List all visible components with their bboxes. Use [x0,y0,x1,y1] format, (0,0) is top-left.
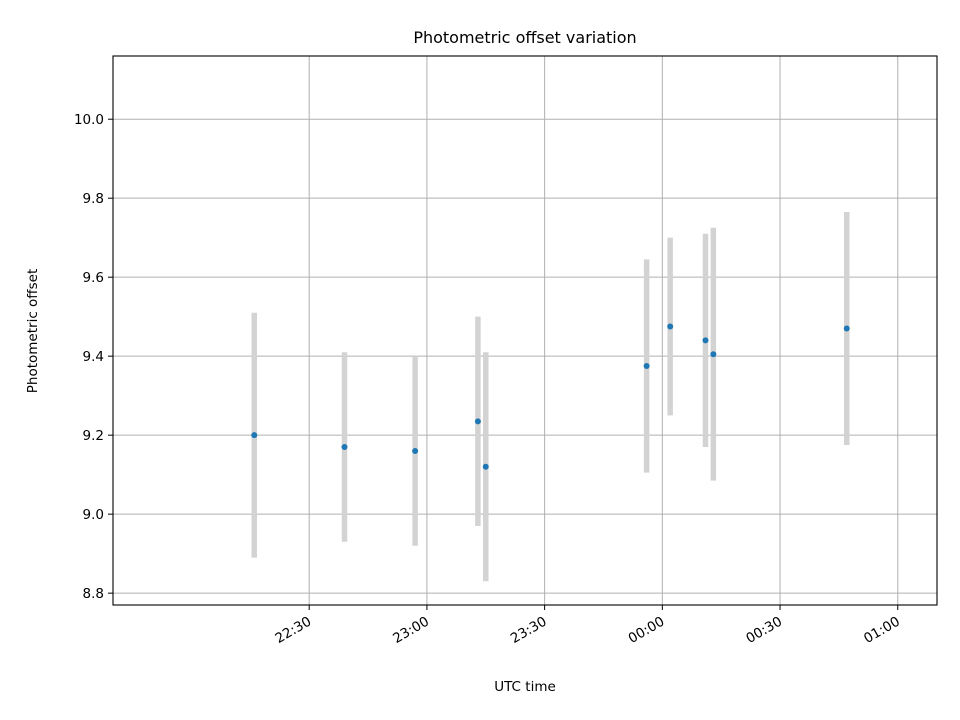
x-tick-label: 23:00 [390,614,432,647]
error-bars [251,212,850,582]
data-point [482,463,489,470]
x-tick-label: 00:00 [626,614,668,647]
x-tick-label: 23:30 [508,614,550,647]
data-point [251,432,258,439]
y-tick-label: 10.0 [74,112,104,128]
data-point [843,325,850,332]
y-tick-label: 9.6 [83,270,104,286]
y-axis-ticks: 8.8 9.0 9.2 9.4 9.6 9.8 10.0 [74,112,113,602]
data-point [667,323,674,330]
y-tick-label: 9.4 [83,349,104,365]
y-tick-label: 8.8 [83,586,104,602]
data-point [474,418,481,425]
x-axis-label: UTC time [494,679,556,695]
chart-title: Photometric offset variation [413,28,636,47]
y-tick-label: 9.2 [83,428,104,444]
x-axis-ticks: 22:30 23:00 23:30 00:00 00:30 01:00 [272,605,903,647]
x-tick-label: 22:30 [272,614,314,647]
x-tick-label: 00:30 [743,614,785,647]
y-axis-label: Photometric offset [25,269,41,393]
data-points [251,323,850,470]
data-point [643,363,650,370]
data-point [702,337,709,344]
x-tick-label: 01:00 [861,614,903,647]
data-point [412,447,419,454]
y-tick-label: 9.8 [83,191,104,207]
data-point [710,351,717,358]
grid [113,56,937,605]
plot-frame [112,55,938,606]
y-tick-label: 9.0 [83,507,104,523]
data-point [341,444,348,451]
